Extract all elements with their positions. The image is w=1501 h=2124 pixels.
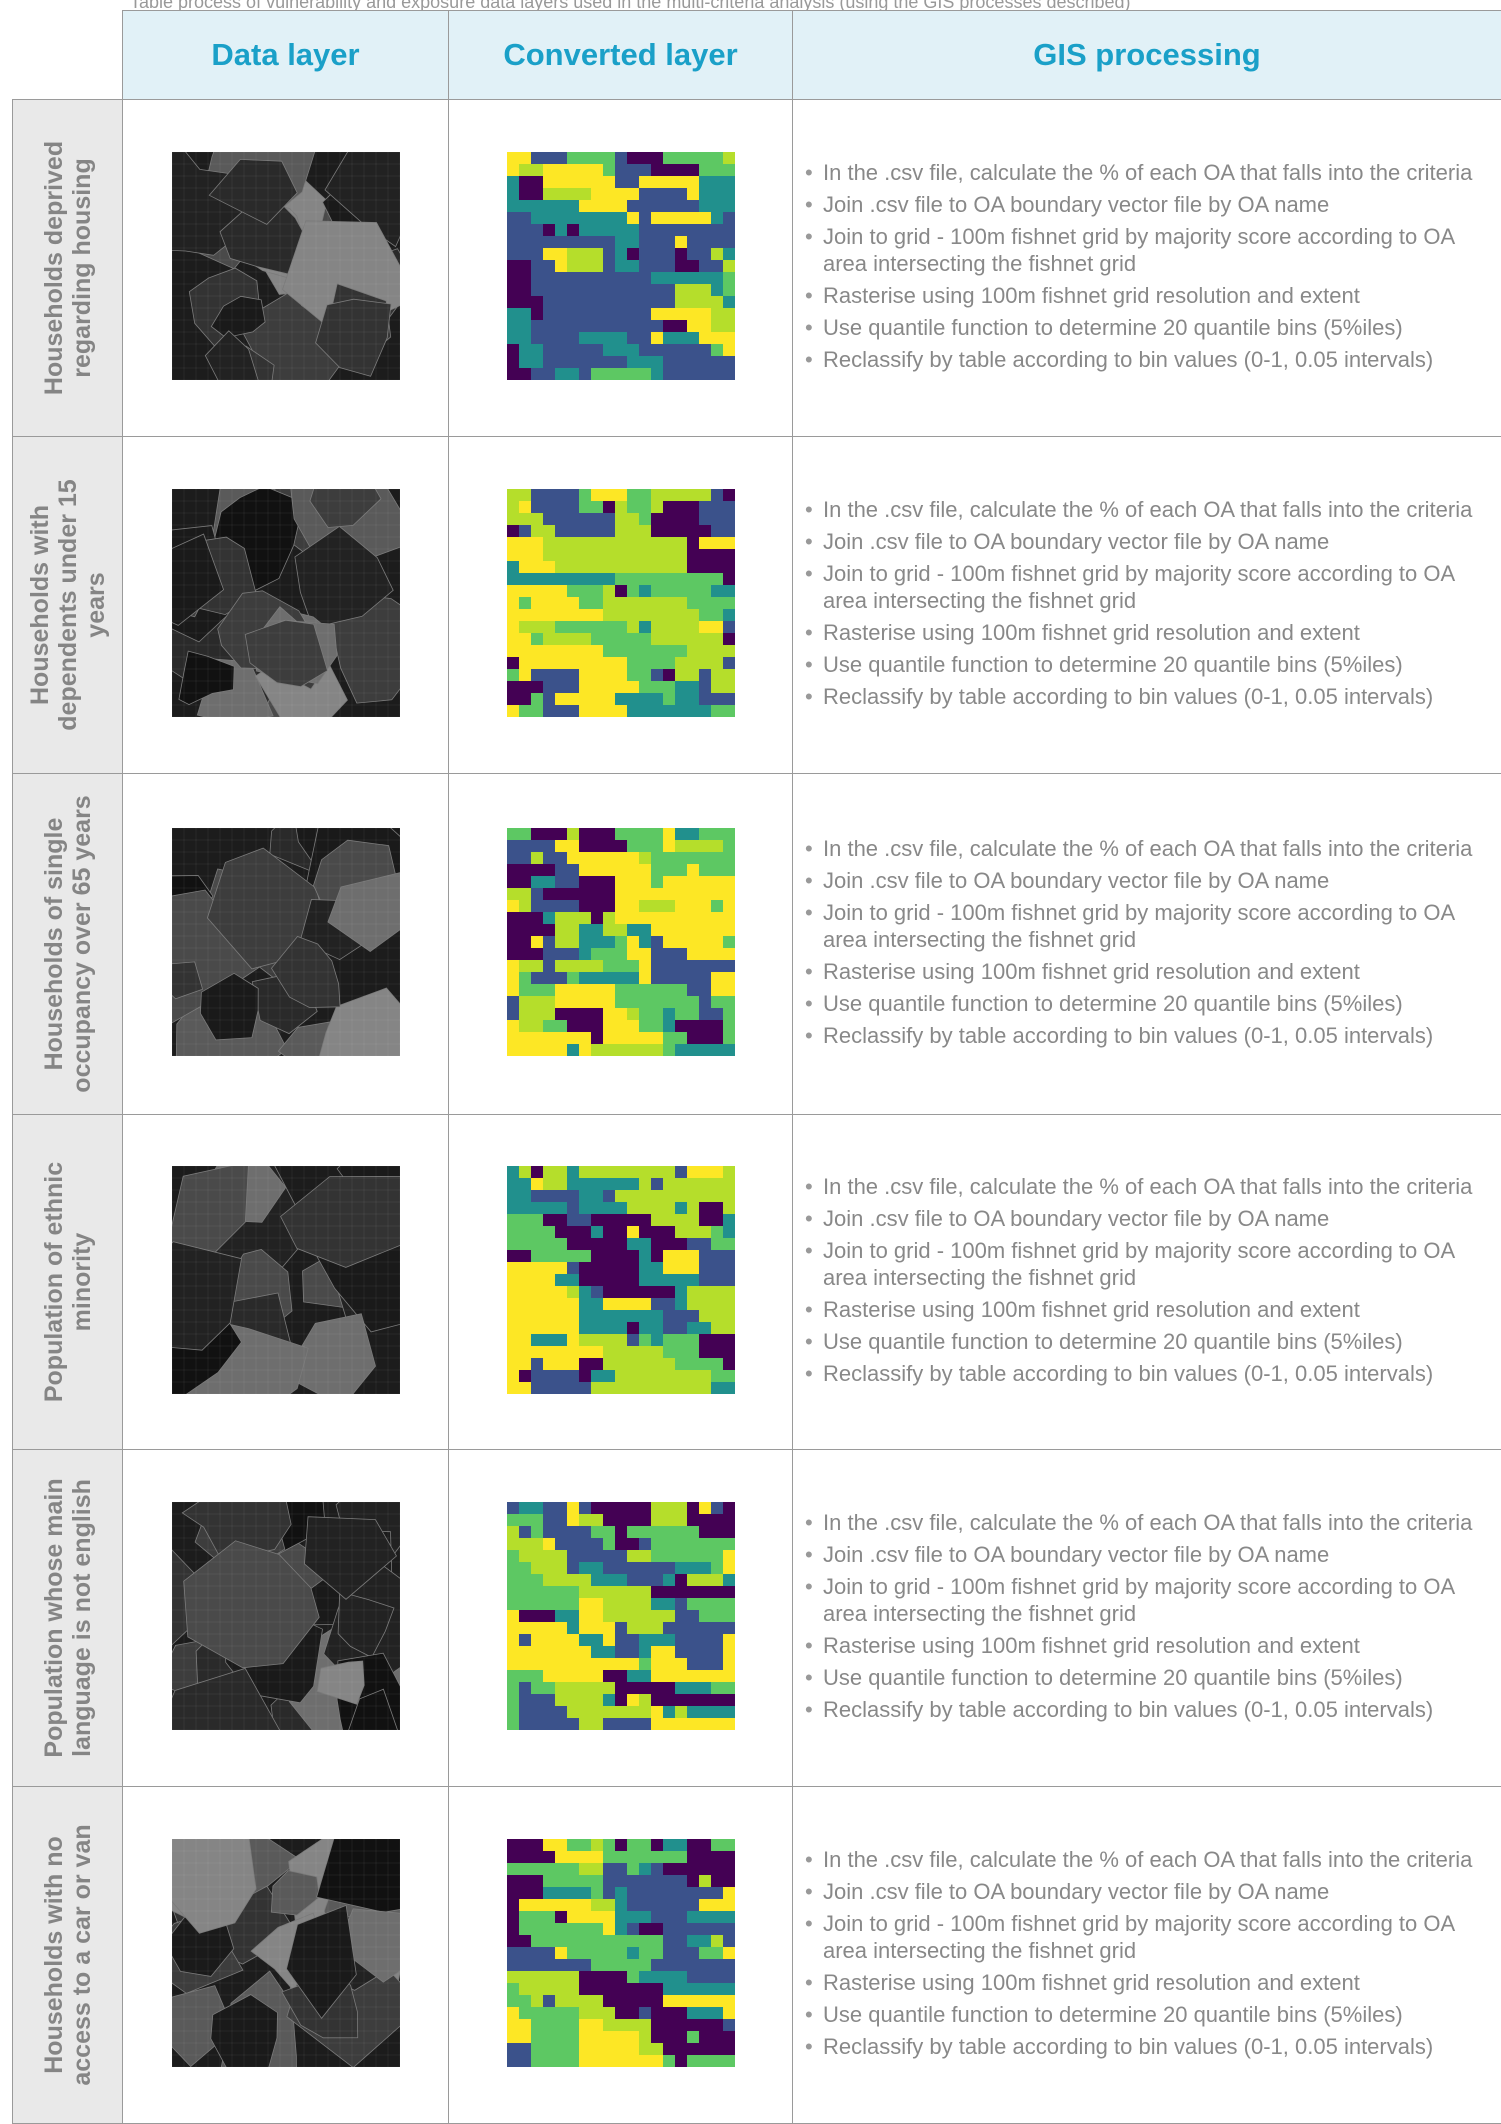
viridis-raster-grid-icon [507,1839,735,2067]
data-layer-cell [123,100,449,437]
processing-step: Use quantile function to determine 20 qu… [805,651,1501,678]
table-row: Population whose main language is not en… [13,1450,1501,1787]
grayscale-oa-boundary-map-icon [172,828,400,1056]
processing-step: In the .csv file, calculate the % of eac… [805,496,1501,523]
header-data-layer: Data layer [123,11,449,100]
grayscale-oa-boundary-map-icon [172,1839,400,2067]
header-gis-processing: GIS processing [793,11,1501,100]
converted-layer-cell [449,1787,793,2124]
converted-layer-cell [449,1450,793,1787]
processing-step: Rasterise using 100m fishnet grid resolu… [805,958,1501,985]
row-label-cell: Households of single occupancy over 65 y… [13,774,123,1115]
processing-steps-list: In the .csv file, calculate the % of eac… [793,1846,1501,2060]
processing-step: Join to grid - 100m fishnet grid by majo… [805,1910,1501,1964]
row-label-cell: Population of ethnic minority [13,1115,123,1450]
processing-steps-list: In the .csv file, calculate the % of eac… [793,835,1501,1049]
table-row: Population of ethnic minority In the .csv… [13,1115,1501,1450]
grayscale-oa-boundary-map-icon [172,1166,400,1394]
gis-processing-cell: In the .csv file, calculate the % of eac… [793,1450,1501,1787]
gis-processing-cell: In the .csv file, calculate the % of eac… [793,774,1501,1115]
processing-step: Reclassify by table according to bin val… [805,1022,1501,1049]
converted-layer-cell [449,437,793,774]
processing-step: Join .csv file to OA boundary vector fil… [805,1878,1501,1905]
processing-steps-list: In the .csv file, calculate the % of eac… [793,1173,1501,1387]
processing-step: Join to grid - 100m fishnet grid by majo… [805,1573,1501,1627]
viridis-raster-grid-icon [507,828,735,1056]
processing-step: In the .csv file, calculate the % of eac… [805,1846,1501,1873]
corner-cell [13,11,123,100]
processing-step: Rasterise using 100m fishnet grid resolu… [805,1296,1501,1323]
row-label: Households with no access to a car or va… [40,1800,96,2110]
row-label: Population whose main language is not en… [40,1463,96,1773]
processing-step: Reclassify by table according to bin val… [805,683,1501,710]
processing-step: Join to grid - 100m fishnet grid by majo… [805,560,1501,614]
row-label-cell: Population whose main language is not en… [13,1450,123,1787]
row-label: Households with dependents under 15 year… [26,450,110,760]
data-layer-cell [123,1450,449,1787]
processing-step: In the .csv file, calculate the % of eac… [805,1509,1501,1536]
processing-step: Join to grid - 100m fishnet grid by majo… [805,223,1501,277]
gis-processing-cell: In the .csv file, calculate the % of eac… [793,1115,1501,1450]
converted-layer-cell [449,100,793,437]
processing-step: Join to grid - 100m fishnet grid by majo… [805,1237,1501,1291]
processing-step: Rasterise using 100m fishnet grid resolu… [805,282,1501,309]
header-converted-layer: Converted layer [449,11,793,100]
processing-steps-list: In the .csv file, calculate the % of eac… [793,1509,1501,1723]
table-row: Households deprived regarding housing In … [13,100,1501,437]
gis-processing-cell: In the .csv file, calculate the % of eac… [793,1787,1501,2124]
row-label-cell: Households with dependents under 15 year… [13,437,123,774]
processing-steps-list: In the .csv file, calculate the % of eac… [793,159,1501,373]
processing-step: Rasterise using 100m fishnet grid resolu… [805,1632,1501,1659]
processing-steps-list: In the .csv file, calculate the % of eac… [793,496,1501,710]
processing-step: Reclassify by table according to bin val… [805,1696,1501,1723]
data-layer-cell [123,1115,449,1450]
processing-step: Reclassify by table according to bin val… [805,1360,1501,1387]
processing-step: Use quantile function to determine 20 qu… [805,2001,1501,2028]
grayscale-oa-boundary-map-icon [172,489,400,717]
gis-processing-cell: In the .csv file, calculate the % of eac… [793,437,1501,774]
processing-step: In the .csv file, calculate the % of eac… [805,159,1501,186]
table-row: Households with dependents under 15 year… [13,437,1501,774]
row-label: Households deprived regarding housing [40,113,96,423]
processing-step: Join to grid - 100m fishnet grid by majo… [805,899,1501,953]
processing-step: Use quantile function to determine 20 qu… [805,990,1501,1017]
grayscale-oa-boundary-map-icon [172,152,400,380]
row-label-cell: Households with no access to a car or va… [13,1787,123,2124]
row-label-cell: Households deprived regarding housing [13,100,123,437]
converted-layer-cell [449,1115,793,1450]
processing-step: Join .csv file to OA boundary vector fil… [805,191,1501,218]
processing-step: Join .csv file to OA boundary vector fil… [805,1541,1501,1568]
processing-step: In the .csv file, calculate the % of eac… [805,1173,1501,1200]
grayscale-oa-boundary-map-icon [172,1502,400,1730]
data-layer-cell [123,774,449,1115]
processing-step: Rasterise using 100m fishnet grid resolu… [805,1969,1501,1996]
data-layer-cell [123,437,449,774]
table-row: Households with no access to a car or va… [13,1787,1501,2124]
processing-step: Use quantile function to determine 20 qu… [805,1328,1501,1355]
viridis-raster-grid-icon [507,1166,735,1394]
processing-step: Join .csv file to OA boundary vector fil… [805,1205,1501,1232]
converted-layer-cell [449,774,793,1115]
viridis-raster-grid-icon [507,152,735,380]
processing-step: Join .csv file to OA boundary vector fil… [805,867,1501,894]
processing-step: Join .csv file to OA boundary vector fil… [805,528,1501,555]
processing-step: Reclassify by table according to bin val… [805,2033,1501,2060]
row-label: Population of ethnic minority [40,1127,96,1437]
processing-step: Use quantile function to determine 20 qu… [805,314,1501,341]
table-row: Households of single occupancy over 65 y… [13,774,1501,1115]
viridis-raster-grid-icon [507,489,735,717]
gis-process-table: Data layer Converted layer GIS processin… [12,10,1501,2124]
gis-processing-cell: In the .csv file, calculate the % of eac… [793,100,1501,437]
processing-step: Reclassify by table according to bin val… [805,346,1501,373]
viridis-raster-grid-icon [507,1502,735,1730]
header-row: Data layer Converted layer GIS processin… [13,11,1501,100]
processing-step: Use quantile function to determine 20 qu… [805,1664,1501,1691]
data-layer-cell [123,1787,449,2124]
processing-step: In the .csv file, calculate the % of eac… [805,835,1501,862]
row-label: Households of single occupancy over 65 y… [40,789,96,1099]
processing-step: Rasterise using 100m fishnet grid resolu… [805,619,1501,646]
